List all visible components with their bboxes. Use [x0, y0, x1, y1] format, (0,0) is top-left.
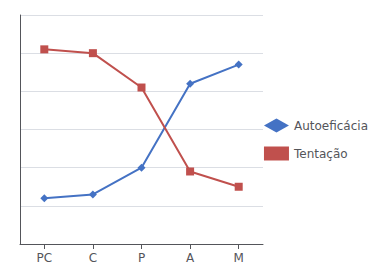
- svg-text:C: C: [89, 251, 97, 265]
- svg-text:Tentação: Tentação: [293, 147, 348, 161]
- svg-text:M: M: [234, 251, 244, 265]
- svg-text:P: P: [138, 251, 145, 265]
- svg-text:PC: PC: [36, 251, 52, 265]
- svg-text:A: A: [186, 251, 195, 265]
- svg-text:Autoeficácia: Autoeficácia: [294, 119, 368, 133]
